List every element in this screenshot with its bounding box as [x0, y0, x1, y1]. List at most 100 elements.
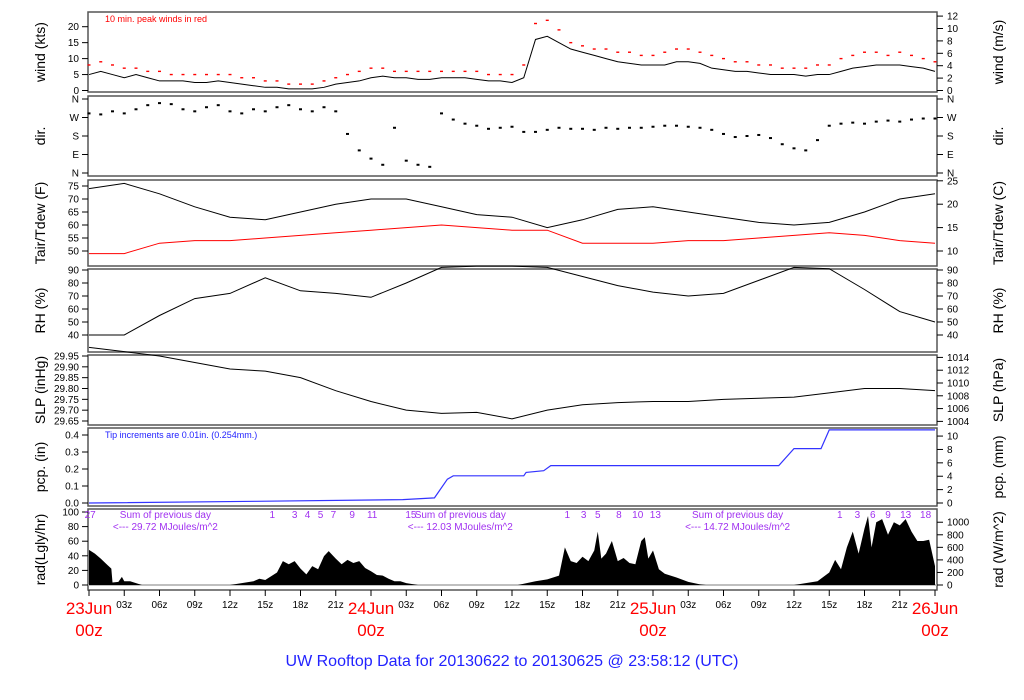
peak-point: [287, 83, 291, 85]
left-axis-title: rad(Lgly/hr): [32, 514, 48, 586]
series-line: [88, 346, 936, 420]
right-tick-label: 15: [947, 223, 959, 234]
peak-point: [874, 51, 878, 53]
peak-point: [569, 41, 573, 44]
peak-point: [146, 70, 150, 73]
hourly-label: 10: [632, 510, 644, 521]
series-cumulative-precipitation-in-: [88, 429, 935, 504]
direction-point: [792, 147, 796, 150]
direction-point: [569, 127, 573, 130]
peak-point: [193, 73, 197, 76]
peak-point: [851, 54, 855, 57]
peak-point: [604, 48, 608, 50]
x-tick-label: 15z: [257, 600, 273, 611]
direction-point: [839, 122, 843, 125]
direction-point: [216, 104, 220, 107]
panel-frame: [87, 427, 938, 507]
right-tick-label: 8: [947, 36, 953, 47]
peak-point: [440, 70, 443, 73]
direction-point: [122, 112, 126, 115]
left-tick-label: W: [70, 113, 80, 124]
right-tick-label: 4: [947, 61, 953, 72]
direction-point: [651, 125, 655, 128]
peak-point: [898, 51, 902, 53]
x-tick-label: 03z: [116, 600, 132, 611]
peak-point: [310, 83, 314, 85]
direction-point: [886, 119, 890, 122]
peak-point: [111, 64, 114, 66]
right-tick-label: 0: [947, 581, 953, 592]
left-tick-label: 55: [68, 234, 80, 245]
right-tick-label: 1014: [947, 353, 970, 364]
direction-point: [428, 165, 432, 168]
direction-point: [698, 126, 702, 129]
right-tick-label: 1008: [947, 391, 970, 402]
right-axis-title: RH (%): [990, 288, 1006, 334]
left-tick-label: 0.1: [65, 482, 79, 493]
left-tick-label: 29.90: [54, 362, 79, 373]
panel-frame: [87, 354, 938, 426]
peak-point: [428, 70, 432, 73]
left-tick-label: N: [72, 169, 79, 180]
panel-rad: 02040608010002004006008001000rad(Lgly/hr…: [32, 508, 1006, 592]
direction-point: [416, 163, 420, 166]
hourly-label: 7: [331, 510, 337, 521]
direction-point: [146, 104, 150, 107]
peak-point: [816, 64, 819, 66]
peak-point: [722, 57, 725, 60]
peak-point: [698, 51, 702, 53]
peak-point: [933, 61, 937, 63]
left-tick-label: 40: [68, 551, 80, 562]
direction-point: [639, 126, 643, 129]
peak-point: [487, 73, 490, 76]
left-tick-label: 100: [62, 508, 79, 519]
right-tick-label: W: [947, 113, 957, 124]
time-axis: 03z 06z 09z 12z 15z 18z 21z 03z 06z 09z 12z 15z 18z 2…: [66, 590, 958, 640]
direction-point: [275, 106, 279, 109]
peak-point: [252, 77, 255, 79]
left-tick-label: 20: [68, 566, 80, 577]
peak-point: [87, 64, 91, 66]
left-tick-label: 80: [68, 279, 80, 290]
direction-point: [475, 124, 479, 127]
direction-point: [921, 117, 925, 120]
direction-point: [193, 110, 197, 113]
direction-point: [510, 125, 514, 128]
date-label: 25Jun: [630, 599, 676, 618]
radiation-area: [794, 515, 935, 585]
date-time-label: 00z: [357, 621, 384, 640]
hourly-label: 8: [616, 510, 622, 521]
panel-rh: 40 50 60 70 80 90 40 50 60 70 80 90 RH (%) RH (%): [32, 266, 1006, 353]
panel-note: 10 min. peak winds in red: [105, 14, 207, 24]
x-tick-label: 06z: [715, 600, 731, 611]
peak-point: [216, 73, 220, 76]
peak-point: [381, 67, 385, 69]
direction-point: [357, 149, 361, 152]
left-tick-label: 0: [73, 86, 79, 97]
left-tick-label: 29.65: [54, 417, 79, 428]
peak-point: [451, 70, 455, 73]
peak-point: [510, 73, 514, 76]
direction-point: [545, 128, 549, 131]
date-label: 26Jun: [912, 599, 958, 618]
hourly-label: 4: [305, 510, 311, 521]
peak-point: [416, 70, 420, 73]
right-axis-title: wind (m/s): [990, 20, 1006, 86]
direction-point: [863, 122, 866, 125]
series-tair: [88, 182, 936, 229]
right-axis-title: pcp. (mm): [990, 436, 1006, 499]
left-axis-title: wind (kts): [32, 22, 48, 83]
left-tick-label: 80: [68, 522, 80, 533]
direction-point: [369, 157, 373, 160]
panel-frame: [87, 11, 938, 93]
direction-point: [675, 124, 678, 127]
peak-point: [475, 70, 479, 73]
right-tick-label: 10: [947, 247, 959, 258]
hourly-label: 27: [85, 510, 97, 521]
right-tick-label: 0: [947, 86, 953, 97]
peak-point: [686, 48, 690, 50]
x-tick-label: 09z: [469, 600, 485, 611]
right-axis-title: Tair/Tdew (C): [990, 181, 1006, 265]
